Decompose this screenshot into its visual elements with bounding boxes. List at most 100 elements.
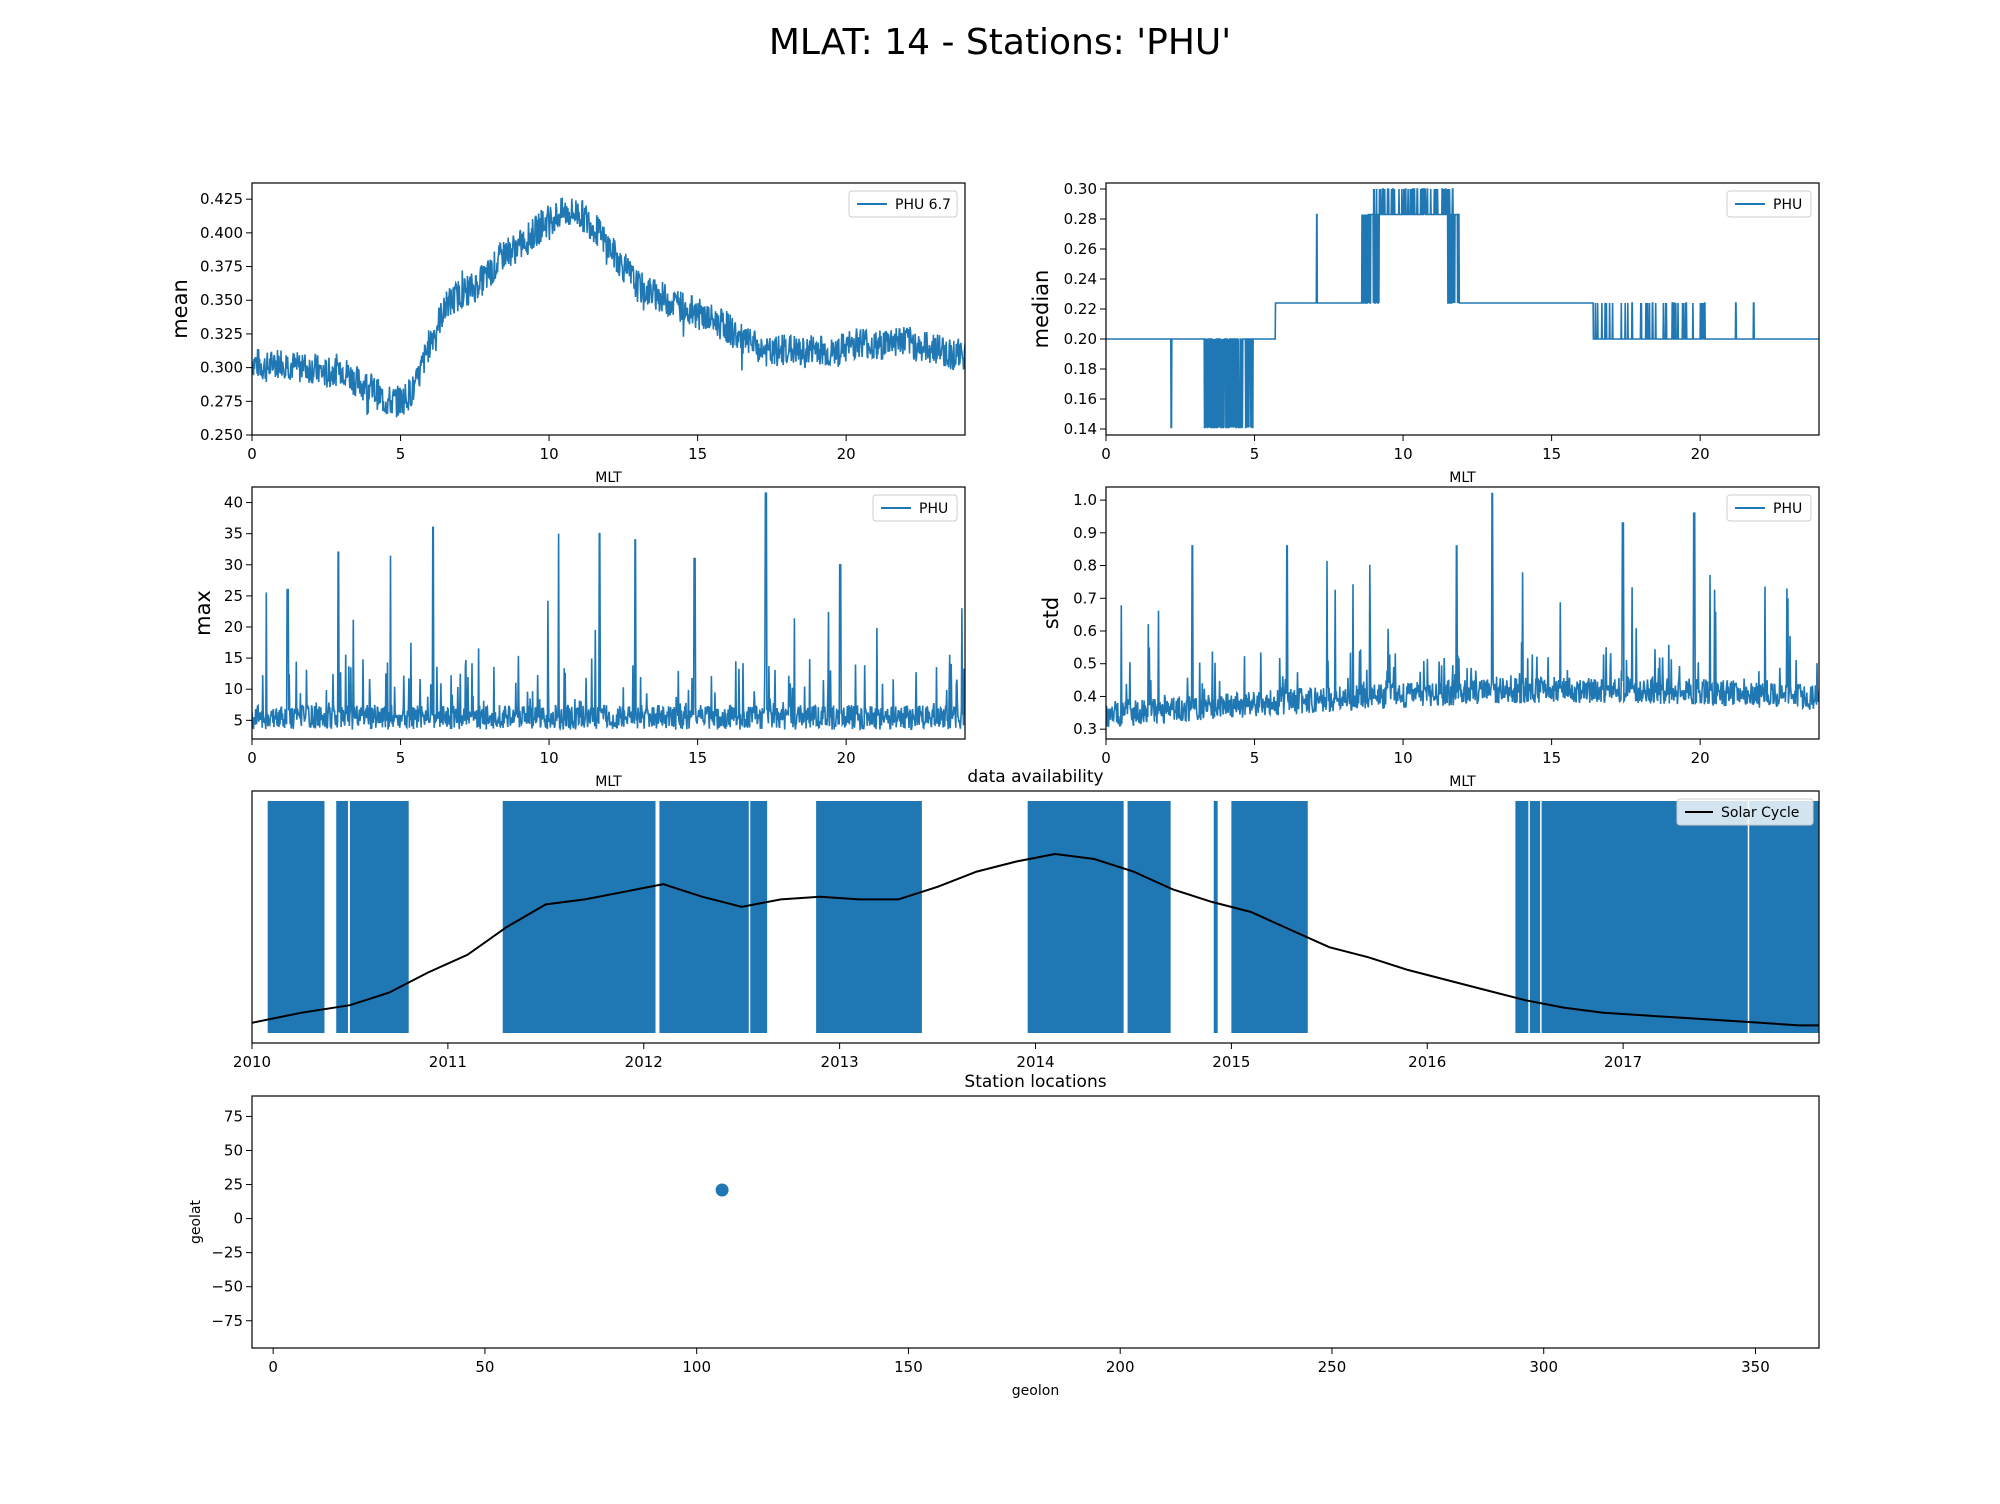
legend-label: PHU (919, 501, 948, 517)
y-tick-label: −50 (211, 1278, 243, 1296)
x-tick-label: 5 (396, 445, 406, 463)
x-tick-label: 20 (837, 445, 856, 463)
y-tick-label: 0.300 (200, 359, 243, 377)
axes-frame-mean (251, 182, 966, 436)
legend-label: PHU 6.7 (895, 197, 951, 213)
x-tick-label: 300 (1529, 1358, 1558, 1376)
locations-title: Station locations (964, 1072, 1106, 1092)
legend-box (848, 190, 958, 218)
y-tick-label: −25 (211, 1244, 243, 1262)
y-tick-label: 0.18 (1064, 360, 1097, 378)
y-tick-label: 0.3 (1073, 720, 1097, 738)
y-tick-label: 0.28 (1064, 210, 1097, 228)
x-tick-label: 0 (247, 749, 257, 767)
y-tick-label: 40 (224, 494, 243, 512)
x-tick-label: 15 (688, 445, 707, 463)
x-tick-label: 200 (1106, 1358, 1135, 1376)
y-tick-label: 25 (224, 1176, 243, 1194)
x-tick-label: 20 (837, 749, 856, 767)
legend-box (872, 494, 958, 522)
y-tick-label: 20 (224, 618, 243, 636)
y-tick-label: 0.425 (200, 190, 243, 208)
y-tick-label: 0.4 (1073, 687, 1097, 705)
availability-title: data availability (967, 767, 1103, 787)
x-tick-label: 10 (540, 749, 559, 767)
x-tick-label: 15 (688, 749, 707, 767)
x-tick-label: 0 (1101, 445, 1111, 463)
coverage-block (267, 801, 325, 1033)
x-tick-label: 2013 (821, 1053, 859, 1071)
x-tick-label: 2016 (1408, 1053, 1446, 1071)
x-tick-label: 2015 (1212, 1053, 1250, 1071)
y-tick-label: 0.250 (200, 426, 243, 444)
figure-title: MLAT: 14 - Stations: 'PHU' (768, 22, 1232, 63)
y-axis-label: max (191, 590, 215, 636)
x-tick-label: 0 (268, 1358, 278, 1376)
y-tick-label: 0.24 (1064, 270, 1097, 288)
legend-label: PHU (1773, 197, 1802, 213)
y-axis-label: median (1029, 270, 1053, 349)
x-axis-label: MLT (1449, 774, 1476, 790)
x-tick-label: 10 (540, 445, 559, 463)
x-tick-label: 10 (1394, 445, 1413, 463)
y-tick-label: 5 (233, 711, 243, 729)
y-tick-label: 0.16 (1064, 390, 1097, 408)
legend-label: PHU (1773, 501, 1802, 517)
coverage-block (349, 801, 409, 1033)
y-tick-label: 0.400 (200, 224, 243, 242)
x-axis-label: MLT (1449, 470, 1476, 486)
coverage-block (659, 801, 768, 1033)
y-tick-label: 0.20 (1064, 330, 1097, 348)
y-tick-label: 0.275 (200, 392, 243, 410)
y-tick-label: 30 (224, 556, 243, 574)
series-line-std (1106, 492, 1819, 727)
y-tick-label: 0.375 (200, 258, 243, 276)
series-line-median (1106, 188, 1819, 429)
y-tick-label: −75 (211, 1312, 243, 1330)
x-tick-label: 150 (894, 1358, 923, 1376)
x-tick-label: 5 (1250, 445, 1260, 463)
y-tick-label: 35 (224, 525, 243, 543)
axes-frame-max (251, 486, 966, 740)
x-tick-label: 2010 (233, 1053, 271, 1071)
y-axis-label: mean (168, 279, 192, 339)
y-tick-label: 10 (224, 680, 243, 698)
y-tick-label: 0.350 (200, 291, 243, 309)
x-tick-label: 2017 (1604, 1053, 1642, 1071)
x-tick-label: 20 (1691, 749, 1710, 767)
x-tick-label: 10 (1394, 749, 1413, 767)
y-tick-label: 0.325 (200, 325, 243, 343)
y-tick-label: 50 (224, 1141, 243, 1159)
axes-frame-std (1105, 486, 1820, 740)
y-tick-label: 0.6 (1073, 622, 1097, 640)
y-tick-label: 0.9 (1073, 524, 1097, 542)
y-tick-label: 1.0 (1073, 491, 1097, 509)
x-tick-label: 2011 (429, 1053, 467, 1071)
y-tick-label: 0.7 (1073, 589, 1097, 607)
y-tick-label: 75 (224, 1107, 243, 1125)
coverage-block (1213, 801, 1218, 1033)
y-tick-label: 0.26 (1064, 240, 1097, 258)
y-tick-label: 25 (224, 587, 243, 605)
x-axis-label: MLT (595, 470, 622, 486)
y-tick-label: 15 (224, 649, 243, 667)
legend-label: Solar Cycle (1721, 805, 1799, 821)
x-tick-label: 2014 (1016, 1053, 1054, 1071)
coverage-block (502, 801, 656, 1033)
axes-max: 0 5 10 15 20 MLT 5 10 15 20 25 30 35 40 max PHU (191, 486, 966, 790)
y-tick-label: 0.30 (1064, 180, 1097, 198)
y-tick-label: 0.14 (1064, 420, 1097, 438)
x-tick-label: 50 (475, 1358, 494, 1376)
y-tick-label: 0 (233, 1210, 243, 1228)
series-line-mean (252, 197, 965, 418)
coverage-block (336, 801, 348, 1033)
series-line-max (252, 492, 965, 732)
y-tick-label: 0.8 (1073, 557, 1097, 575)
y-tick-label: 0.22 (1064, 300, 1097, 318)
axes-locations: 0 50 100 150 200 250 300 350 geolon −75 −50 −25 0 25 5… (188, 1072, 1820, 1399)
coverage-block (1515, 801, 1819, 1033)
x-tick-label: 350 (1741, 1358, 1770, 1376)
station-point (715, 1183, 729, 1197)
x-tick-label: 20 (1691, 445, 1710, 463)
